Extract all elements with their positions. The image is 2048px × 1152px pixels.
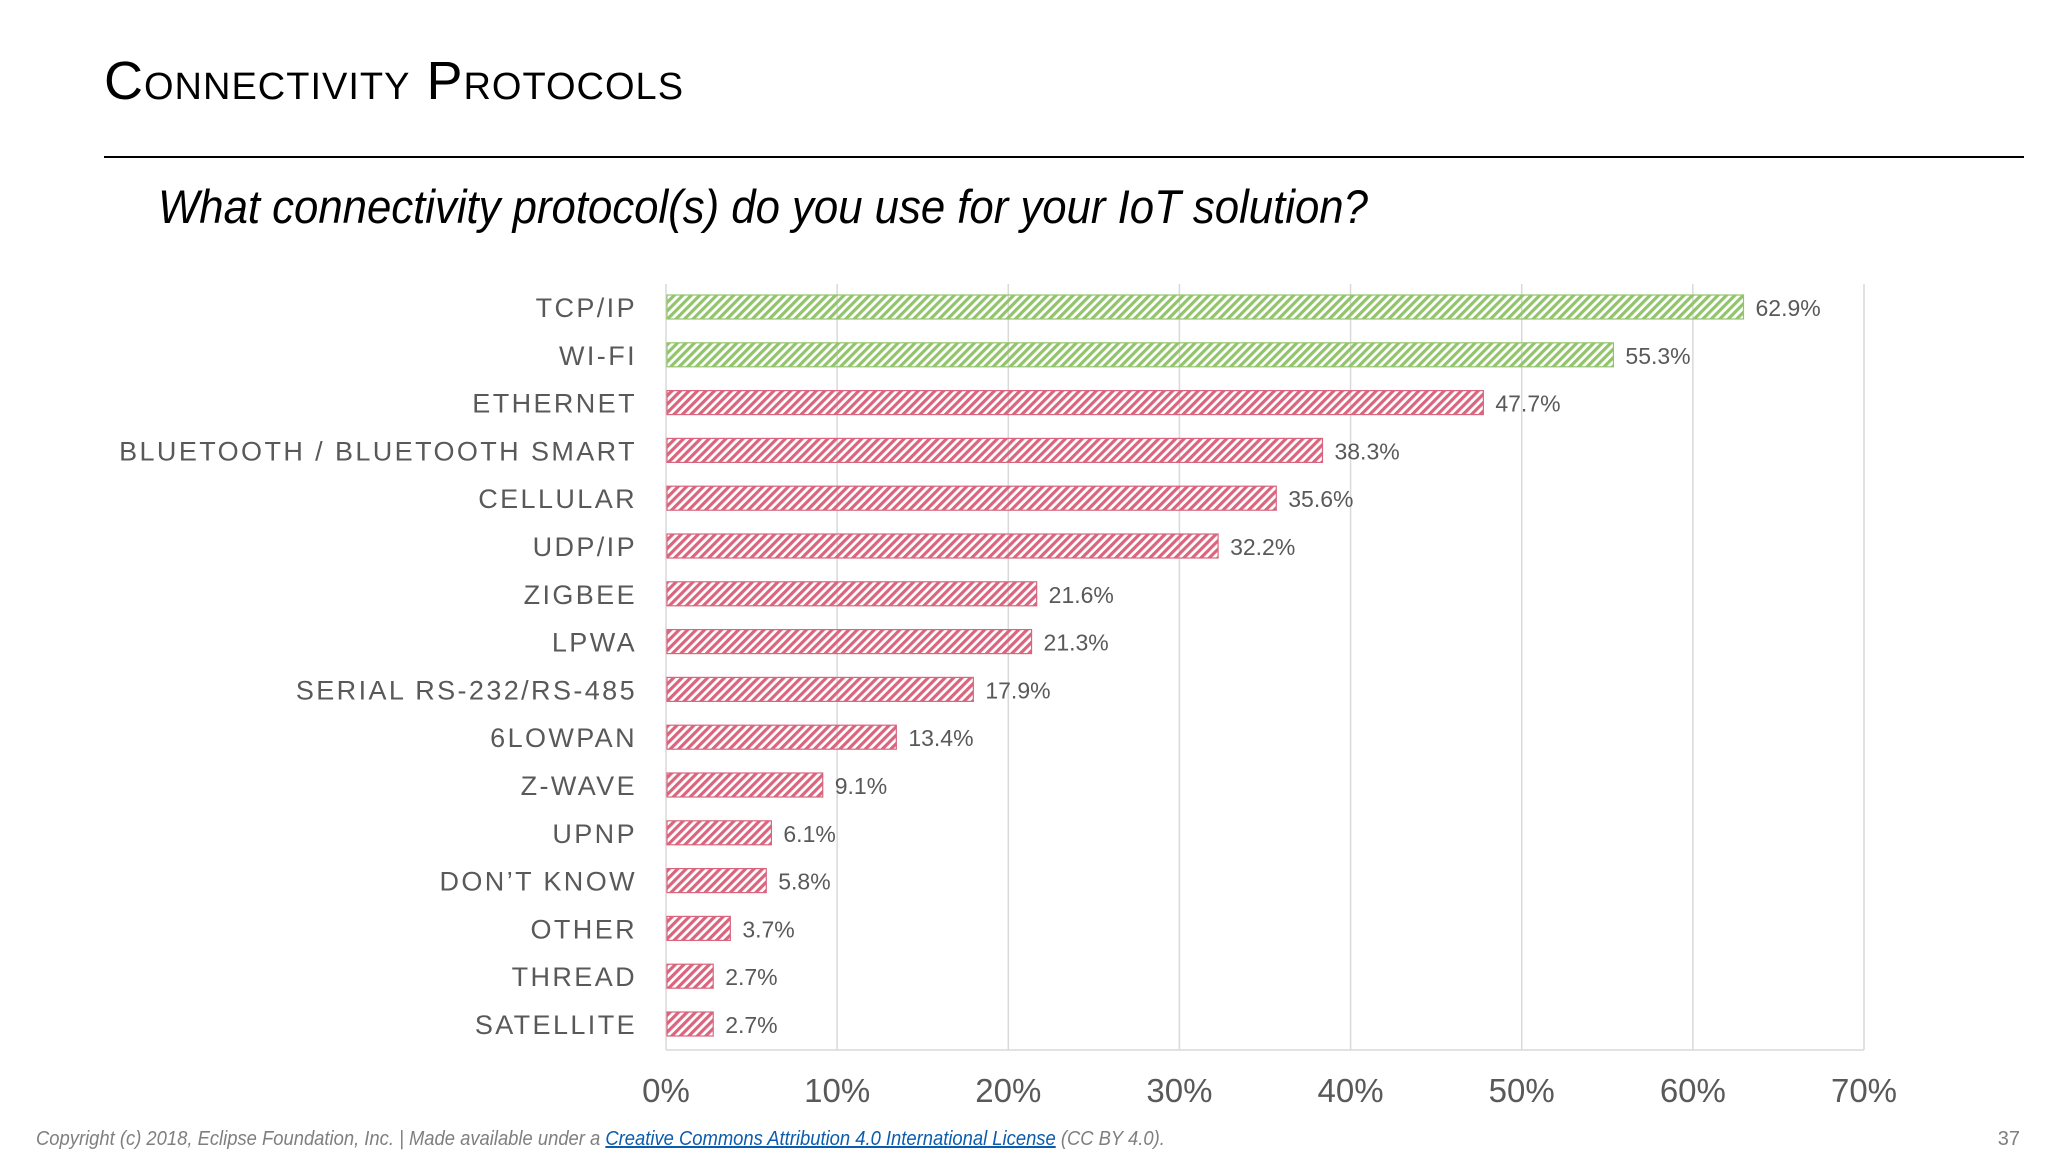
bar — [666, 867, 767, 894]
license-link[interactable]: Creative Commons Attribution 4.0 Interna… — [605, 1128, 1056, 1150]
category-label: SATELLITE — [475, 1010, 637, 1040]
footer-suffix: (CC BY 4.0). — [1055, 1128, 1165, 1150]
protocol-bar-chart: TCP/IP WI-FI ETHERNET BLUETOOTH / BLUETOOTH… — [119, 284, 1897, 1109]
category-label: OTHER — [531, 914, 638, 944]
x-axis-ticks: 0% 10% 20% 30% 40% 50% 60% 70% — [642, 1072, 1897, 1109]
category-label: Z-WAVE — [521, 771, 637, 801]
title-divider — [104, 156, 2024, 158]
x-tick-label: 70% — [1831, 1072, 1897, 1109]
x-tick-label: 30% — [1146, 1072, 1212, 1109]
data-label: 55.3% — [1625, 343, 1690, 369]
bar — [666, 533, 1219, 559]
bar — [666, 485, 1277, 511]
data-label: 21.3% — [1044, 630, 1109, 656]
bar — [666, 676, 974, 703]
bar — [666, 1011, 714, 1037]
bar — [666, 628, 1033, 655]
category-label: UDP/IP — [533, 532, 637, 562]
category-label: UPNP — [552, 819, 637, 849]
bar — [666, 724, 897, 750]
copyright-footer: Copyright (c) 2018, Eclipse Foundation, … — [36, 1128, 1165, 1151]
x-tick-label: 50% — [1489, 1072, 1555, 1109]
bars — [666, 294, 1745, 1037]
survey-question: What connectivity protocol(s) do you use… — [158, 180, 1368, 233]
page-number: 37 — [1997, 1128, 2020, 1150]
data-label: 47.7% — [1495, 391, 1560, 417]
category-label: ZIGBEE — [524, 580, 637, 610]
data-label: 13.4% — [908, 725, 973, 751]
bar — [666, 437, 1324, 463]
bar — [666, 581, 1038, 607]
data-label: 62.9% — [1755, 295, 1820, 321]
bar — [666, 772, 824, 798]
category-label: SERIAL RS-232/RS-485 — [296, 675, 637, 705]
x-tick-label: 40% — [1318, 1072, 1384, 1109]
x-tick-label: 10% — [804, 1072, 870, 1109]
category-label: THREAD — [512, 962, 637, 992]
slide-title: Connectivity Protocols — [104, 51, 685, 111]
data-label: 5.8% — [778, 869, 830, 895]
bar — [666, 820, 772, 846]
data-label: 38.3% — [1334, 438, 1399, 464]
x-tick-label: 60% — [1660, 1072, 1726, 1109]
category-label: CELLULAR — [478, 484, 637, 514]
x-tick-label: 20% — [975, 1072, 1041, 1109]
data-label: 2.7% — [725, 1012, 777, 1038]
x-tick-label: 0% — [642, 1072, 690, 1109]
data-label: 21.6% — [1049, 582, 1114, 608]
bar — [666, 915, 731, 942]
bar — [666, 294, 1745, 320]
data-label: 17.9% — [985, 677, 1050, 703]
category-labels: TCP/IP WI-FI ETHERNET BLUETOOTH / BLUETOOTH… — [119, 293, 638, 1040]
data-label: 9.1% — [835, 773, 887, 799]
bar — [666, 963, 714, 989]
data-label: 3.7% — [742, 916, 794, 942]
category-label: ETHERNET — [472, 389, 637, 419]
bar — [666, 342, 1615, 368]
category-label: BLUETOOTH / BLUETOOTH SMART — [119, 436, 637, 466]
category-label: DON’T KNOW — [440, 867, 638, 897]
category-label: WI-FI — [559, 341, 637, 371]
bar — [666, 390, 1484, 416]
data-label: 2.7% — [725, 964, 777, 990]
data-label: 6.1% — [783, 821, 835, 847]
footer-prefix: Copyright (c) 2018, Eclipse Foundation, … — [36, 1128, 606, 1150]
category-label: TCP/IP — [536, 293, 637, 323]
grid-lines — [665, 284, 1865, 1051]
data-label: 35.6% — [1288, 486, 1353, 512]
category-label: 6LOWPAN — [490, 723, 637, 753]
data-label: 32.2% — [1230, 534, 1295, 560]
value-labels: 62.9% 55.3% 47.7% 38.3% 35.6% 32.2% 21.6% 21.3%… — [725, 295, 1820, 1038]
category-label: LPWA — [552, 628, 637, 658]
